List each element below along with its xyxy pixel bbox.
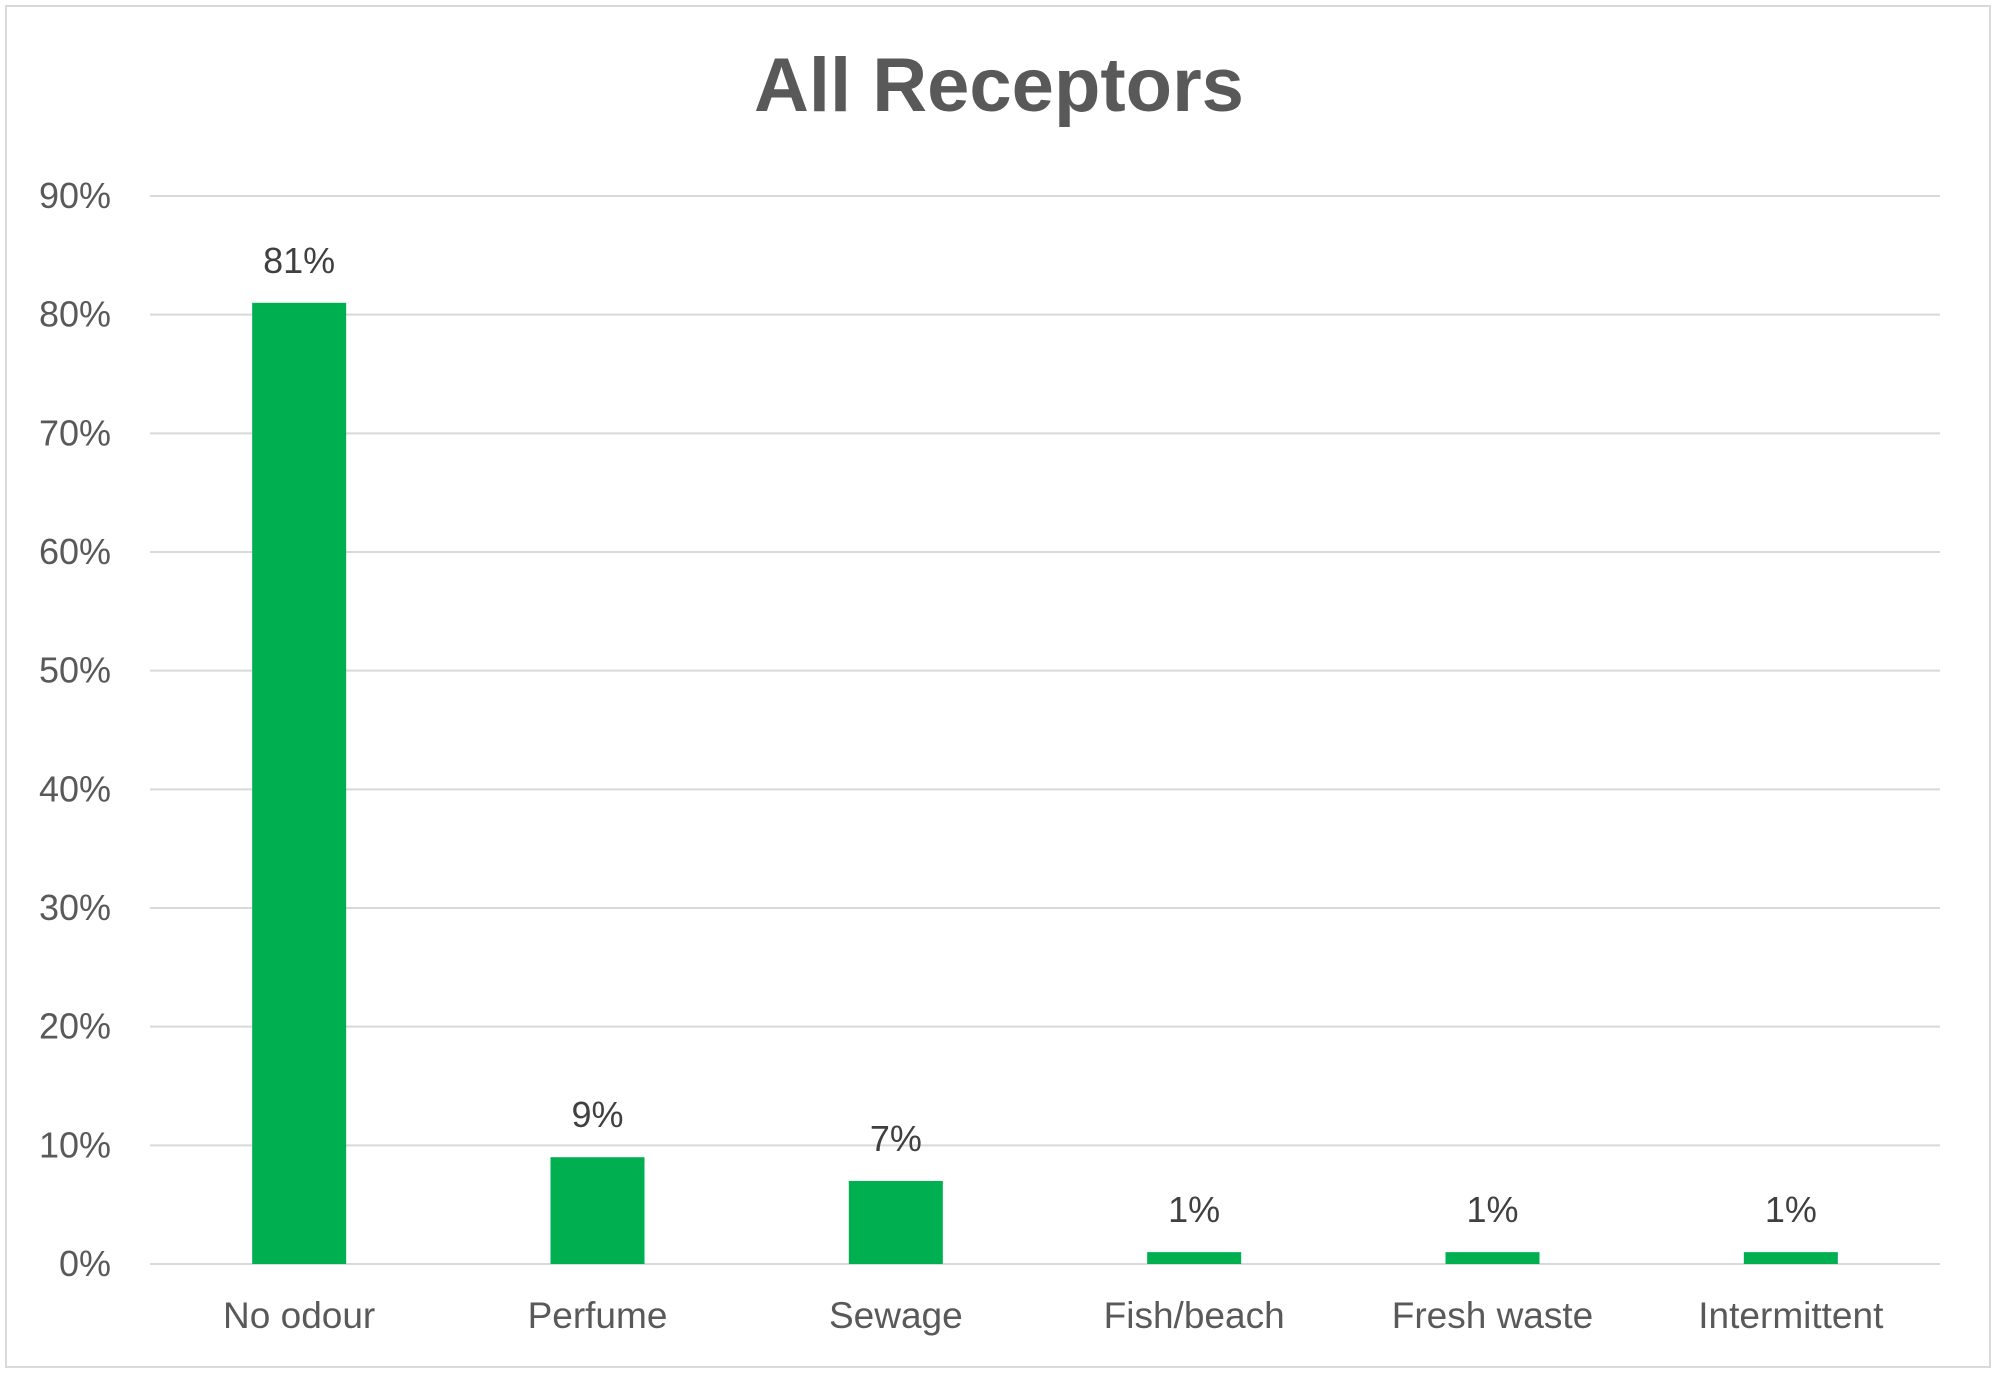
data-label: 1% [1168,1189,1220,1230]
category-label: Fresh waste [1392,1295,1594,1336]
y-tick-label: 80% [39,294,111,335]
category-label: Fish/beach [1104,1295,1285,1336]
y-tick-label: 70% [39,412,111,453]
data-label: 81% [263,240,335,281]
y-tick-label: 90% [39,175,111,216]
data-label: 1% [1765,1189,1817,1230]
y-tick-label: 60% [39,531,111,572]
category-label: Perfume [528,1295,668,1336]
bar [1743,1252,1838,1264]
bar [1445,1252,1540,1264]
bar [1147,1252,1242,1264]
bar [550,1157,645,1264]
y-tick-label: 50% [39,650,111,691]
y-tick-label: 10% [39,1124,111,1165]
category-label: Intermittent [1698,1295,1884,1336]
data-label: 1% [1466,1189,1518,1230]
data-label: 7% [870,1118,922,1159]
bar [848,1180,943,1264]
y-tick-label: 40% [39,768,111,809]
chart-title: All Receptors [754,43,1244,128]
y-tick-label: 20% [39,1006,111,1047]
y-tick-label: 30% [39,887,111,928]
y-tick-label: 0% [59,1243,111,1284]
category-label: No odour [223,1295,375,1336]
data-label: 9% [571,1094,623,1135]
category-label: Sewage [829,1295,963,1336]
bar [252,302,347,1264]
